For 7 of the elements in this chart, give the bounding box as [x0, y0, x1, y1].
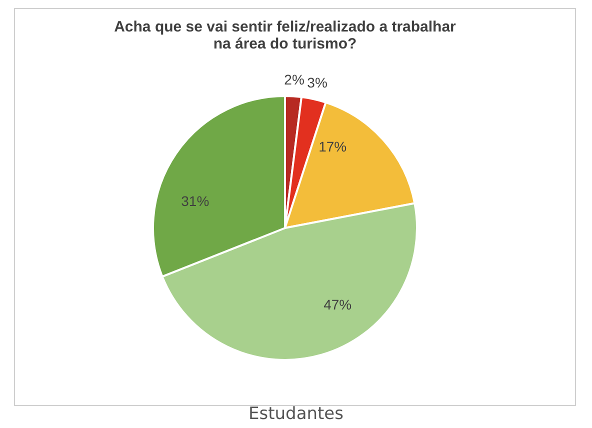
data-label: 31% [181, 192, 210, 209]
data-label: 3% [307, 74, 328, 91]
chart-title: Acha que se vai sentir feliz/realizado a trabalhar na área do turismo? [114, 18, 456, 52]
data-label: 2% [284, 71, 304, 88]
data-label: 47% [324, 296, 352, 312]
data-label: 17% [318, 138, 347, 154]
text: Estudantes [247, 404, 344, 424]
